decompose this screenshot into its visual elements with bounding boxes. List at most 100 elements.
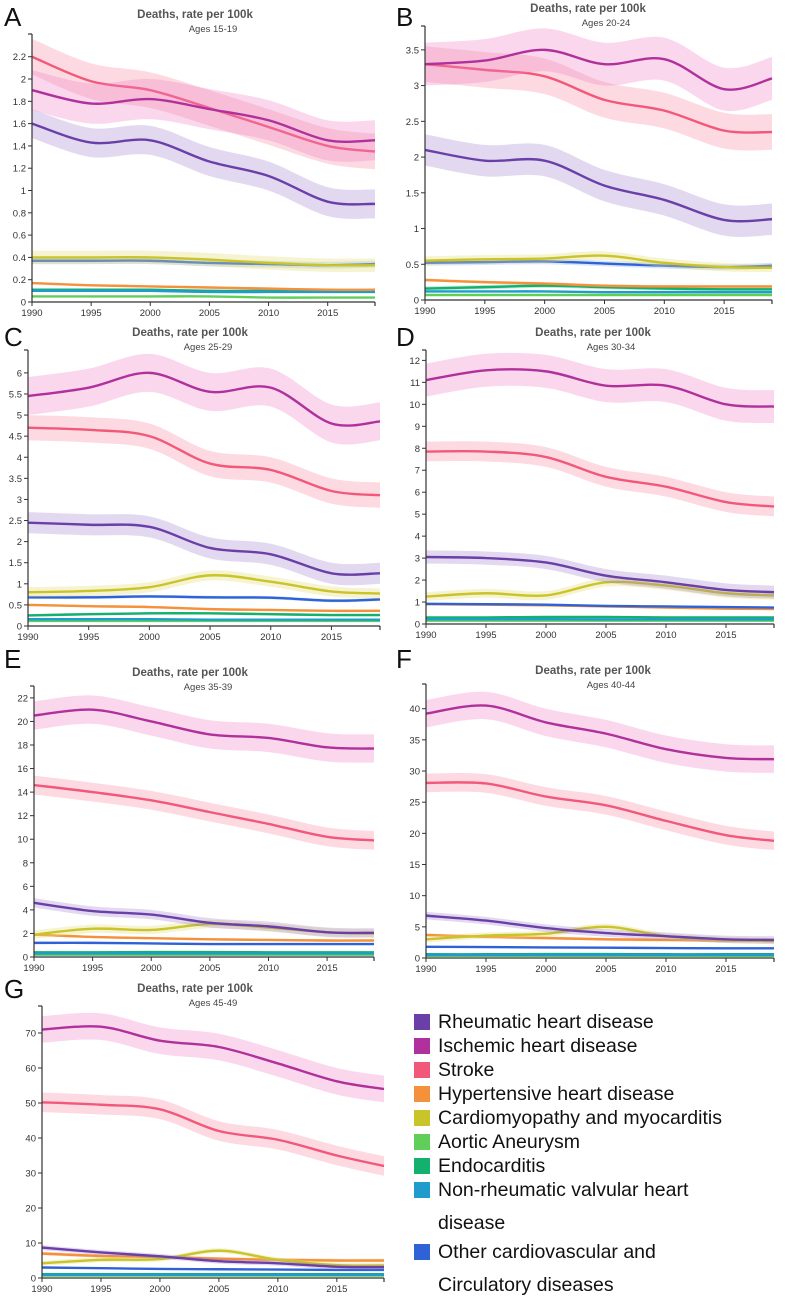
y-tick-label: 22 bbox=[17, 693, 28, 704]
y-tick-label: 2 bbox=[415, 576, 420, 587]
y-tick-label: 0 bbox=[21, 298, 26, 309]
y-tick-label: 1 bbox=[415, 598, 420, 609]
legend-swatch bbox=[414, 1086, 430, 1102]
x-tick-label: 2000 bbox=[140, 308, 161, 319]
series-line-endocarditis bbox=[426, 617, 774, 618]
x-tick-label: 1990 bbox=[415, 964, 436, 975]
legend-swatch bbox=[414, 1244, 430, 1260]
y-tick-label: 1 bbox=[414, 224, 419, 235]
x-tick-label: 2015 bbox=[317, 308, 338, 319]
legend-label: Hypertensive heart disease bbox=[438, 1082, 786, 1106]
legend-label: Stroke bbox=[438, 1058, 786, 1082]
chart-title: Deaths, rate per 100k bbox=[535, 327, 651, 339]
x-tick-label: 1990 bbox=[21, 308, 42, 319]
y-tick-label: 20 bbox=[25, 1204, 36, 1215]
y-tick-label: 1.5 bbox=[406, 188, 419, 199]
y-tick-label: 35 bbox=[409, 735, 420, 746]
y-tick-label: 9 bbox=[415, 422, 420, 433]
y-tick-label: 2 bbox=[23, 929, 28, 940]
chart-title: Deaths, rate per 100k bbox=[137, 9, 253, 21]
x-tick-label: 2010 bbox=[267, 1284, 288, 1295]
y-tick-label: 15 bbox=[409, 860, 420, 871]
x-tick-label: 1995 bbox=[475, 964, 496, 975]
x-tick-label: 1990 bbox=[31, 1284, 52, 1295]
y-tick-label: 4.5 bbox=[9, 432, 22, 443]
x-tick-label: 2005 bbox=[199, 308, 220, 319]
y-tick-label: 8 bbox=[415, 444, 420, 455]
uncertainty-band-ischemic-heart-disease bbox=[34, 695, 374, 762]
chart-subtitle: Ages 30-34 bbox=[587, 342, 636, 353]
legend-label: Other cardiovascular and Circulatory dis… bbox=[438, 1236, 728, 1302]
chart-title: Deaths, rate per 100k bbox=[137, 983, 253, 995]
y-tick-label: 1.4 bbox=[13, 141, 26, 152]
y-tick-label: 1.2 bbox=[13, 164, 26, 175]
uncertainty-band-cardiomyopathy-and-myocarditis bbox=[32, 251, 375, 273]
y-tick-label: 0.8 bbox=[13, 208, 26, 219]
y-tick-label: 6 bbox=[17, 368, 22, 379]
y-tick-label: 0 bbox=[414, 296, 419, 307]
uncertainty-band-rheumatic-heart-disease bbox=[425, 134, 772, 237]
y-tick-label: 1 bbox=[17, 579, 22, 590]
y-tick-label: 1.6 bbox=[13, 119, 26, 130]
series-line-hypertensive-heart-disease bbox=[28, 605, 380, 611]
x-tick-label: 2005 bbox=[595, 964, 616, 975]
y-tick-label: 30 bbox=[25, 1169, 36, 1180]
uncertainty-band-stroke bbox=[426, 441, 774, 516]
legend-swatch bbox=[414, 1134, 430, 1150]
panel-letter: G bbox=[4, 974, 24, 1005]
legend-item: Aortic Aneurysm bbox=[412, 1130, 786, 1154]
series-line-non-rheumatic-valvular-heart-disease bbox=[425, 291, 772, 292]
y-tick-label: 0.6 bbox=[13, 231, 26, 242]
x-tick-label: 2000 bbox=[535, 964, 556, 975]
y-tick-label: 3 bbox=[414, 81, 419, 92]
y-tick-label: 0.2 bbox=[13, 275, 26, 286]
y-tick-label: 6 bbox=[415, 488, 420, 499]
y-tick-label: 5 bbox=[17, 411, 22, 422]
x-tick-label: 2005 bbox=[594, 306, 615, 317]
x-tick-label: 2010 bbox=[654, 306, 675, 317]
uncertainty-band-stroke bbox=[426, 773, 774, 850]
x-tick-label: 2005 bbox=[208, 1284, 229, 1295]
x-tick-label: 2015 bbox=[714, 306, 735, 317]
y-tick-label: 2.2 bbox=[13, 52, 26, 63]
y-tick-label: 4 bbox=[415, 532, 420, 543]
legend-swatch bbox=[414, 1014, 430, 1030]
y-tick-label: 3 bbox=[415, 554, 420, 565]
legend-label: Cardiomyopathy and myocarditis bbox=[438, 1106, 786, 1130]
y-tick-label: 10 bbox=[409, 891, 420, 902]
y-tick-label: 10 bbox=[409, 400, 420, 411]
uncertainty-band-stroke bbox=[34, 776, 374, 850]
chart-title: Deaths, rate per 100k bbox=[530, 3, 646, 15]
y-tick-label: 30 bbox=[409, 767, 420, 778]
y-tick-label: 20 bbox=[17, 717, 28, 728]
y-tick-label: 40 bbox=[409, 704, 420, 715]
x-tick-label: 2010 bbox=[655, 964, 676, 975]
y-tick-label: 5 bbox=[415, 510, 420, 521]
chart-subtitle: Ages 40-44 bbox=[587, 680, 636, 691]
legend-item: Stroke bbox=[412, 1058, 786, 1082]
y-tick-label: 70 bbox=[25, 1029, 36, 1040]
x-tick-label: 1995 bbox=[474, 306, 495, 317]
y-tick-label: 12 bbox=[409, 356, 420, 367]
legend-label: Rheumatic heart disease bbox=[438, 1010, 786, 1034]
series-line-non-rheumatic-valvular-heart-disease bbox=[32, 291, 375, 292]
y-tick-label: 0.5 bbox=[406, 260, 419, 271]
y-tick-label: 5 bbox=[415, 922, 420, 933]
y-tick-label: 40 bbox=[25, 1134, 36, 1145]
y-tick-label: 2 bbox=[17, 537, 22, 548]
y-tick-label: 8 bbox=[23, 858, 28, 869]
panel-letter: B bbox=[396, 2, 413, 33]
panel-letter: D bbox=[396, 322, 415, 353]
legend-item: Other cardiovascular and Circulatory dis… bbox=[412, 1240, 786, 1302]
legend-item: Hypertensive heart disease bbox=[412, 1082, 786, 1106]
legend-item: Cardiomyopathy and myocarditis bbox=[412, 1106, 786, 1130]
y-tick-label: 0 bbox=[17, 622, 22, 633]
y-tick-label: 0.4 bbox=[13, 253, 26, 264]
